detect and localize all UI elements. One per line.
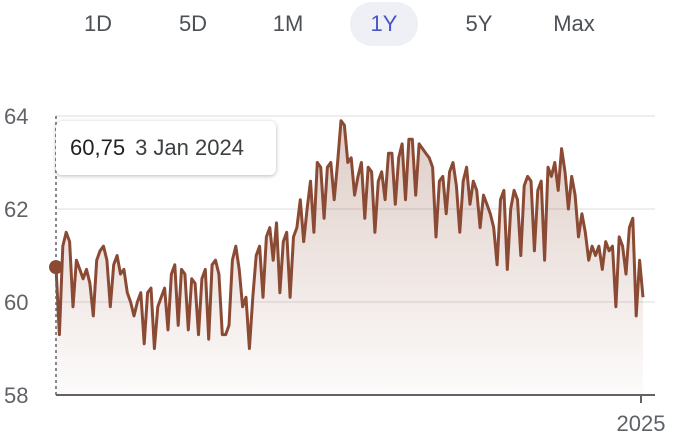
tooltip-date: 3 Jan 2024 — [135, 135, 244, 160]
range-tab-max[interactable]: Max — [553, 11, 595, 36]
range-tab-5d[interactable]: 5D — [178, 11, 208, 36]
range-tab-5y[interactable]: 5Y — [465, 11, 493, 36]
range-tab-1y[interactable]: 1Y — [350, 2, 418, 46]
hover-tooltip: 60,75 3 Jan 2024 — [56, 121, 276, 175]
tooltip-value: 60,75 — [70, 135, 126, 160]
range-selector: 1D 5D 1M 1Y 5Y Max — [0, 0, 682, 50]
price-area — [56, 120, 643, 395]
axis-layer: 58 60 62 64 2025 — [4, 104, 665, 436]
range-tab-1d[interactable]: 1D — [83, 11, 113, 36]
y-tick-label: 60 — [4, 290, 28, 315]
price-line — [54, 119, 645, 350]
range-tab-1m[interactable]: 1M — [272, 11, 304, 36]
y-tick-label: 64 — [4, 104, 28, 129]
x-tick-label: 2025 — [617, 411, 666, 436]
hover-dot — [49, 260, 63, 275]
y-tick-label: 58 — [4, 383, 28, 408]
y-tick-label: 62 — [4, 197, 28, 222]
